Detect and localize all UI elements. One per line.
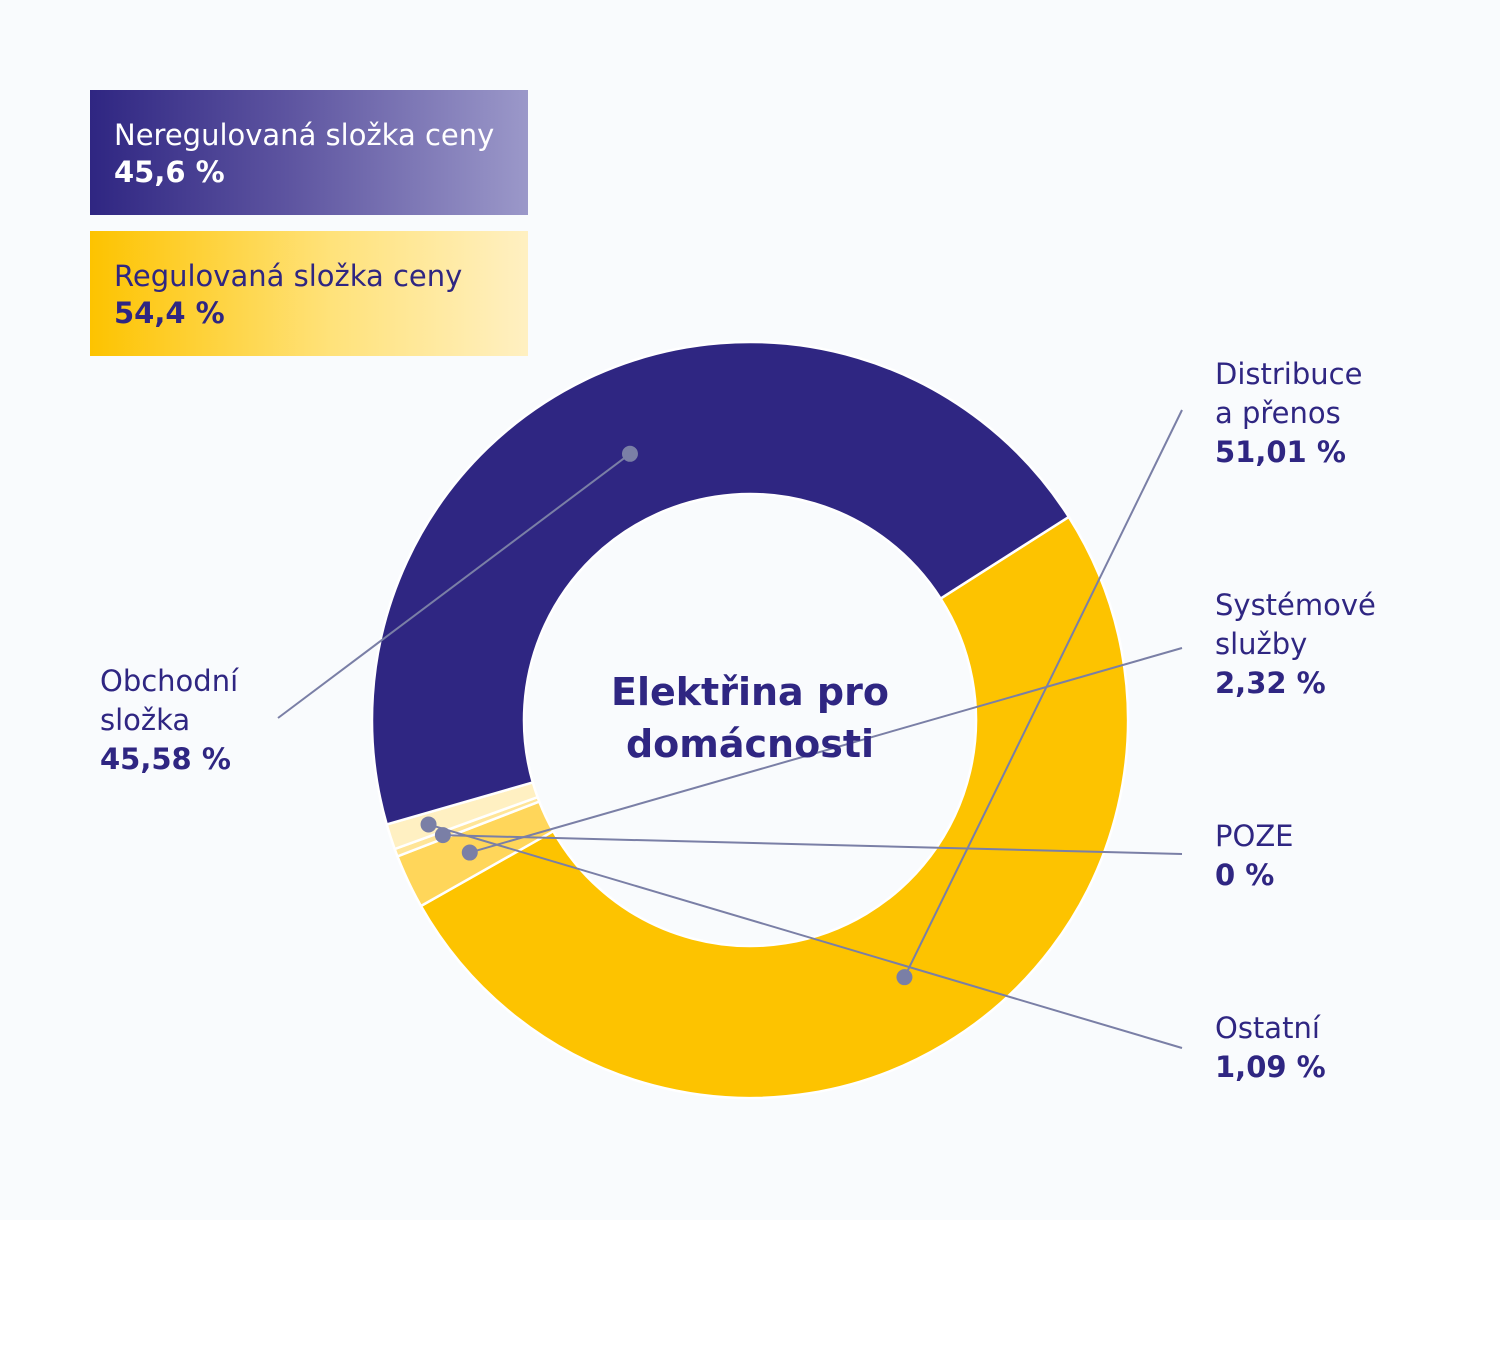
callout-obchodni-line2: složka: [100, 703, 191, 737]
leader-line-systemove: [469, 647, 1183, 854]
center-title: Elektřina pro domácnosti: [611, 670, 889, 766]
legend-regulated-label: Regulovaná složka ceny: [114, 259, 463, 293]
callout-obchodni-value: 45,58 %: [100, 742, 231, 776]
callout-poze: POZE 0 %: [1215, 817, 1294, 895]
callout-ostatni-value: 1,09 %: [1215, 1050, 1326, 1084]
leader-line-poze: [442, 834, 1183, 855]
leader-line-distribuce: [903, 409, 1183, 978]
leader-lines: [277, 409, 1183, 1049]
callout-distribuce-line1: Distribuce: [1215, 357, 1363, 391]
callout-systemove-value: 2,32 %: [1215, 666, 1326, 700]
callout-poze-value: 0 %: [1215, 858, 1275, 892]
callout-systemove: Systémové služby 2,32 %: [1215, 586, 1376, 703]
leader-dot-ostatni: [420, 816, 437, 833]
legend-unregulated-value: 45,6 %: [114, 155, 225, 189]
leader-line-obchodni: [277, 453, 631, 719]
leader-line-ostatni: [428, 823, 1183, 1049]
callout-poze-line1: POZE: [1215, 819, 1294, 853]
slice-obchodn-slo-ka: [370, 340, 1071, 827]
callout-ostatni-line1: Ostatní: [1215, 1011, 1320, 1045]
callout-distribuce-value: 51,01 %: [1215, 435, 1346, 469]
callout-ostatni: Ostatní 1,09 %: [1215, 1009, 1326, 1087]
legend-regulated-value: 54,4 %: [114, 296, 225, 330]
legend-regulated: Regulovaná složka ceny 54,4 %: [90, 231, 528, 356]
leader-dot-distribuce: [896, 969, 913, 986]
callout-systemove-line1: Systémové: [1215, 588, 1376, 622]
callout-distribuce-line2: a přenos: [1215, 396, 1341, 430]
callout-distribuce: Distribuce a přenos 51,01 %: [1215, 355, 1362, 472]
leader-dot-obchodni: [621, 445, 638, 462]
callout-obchodni: Obchodní složka 45,58 %: [100, 662, 238, 779]
leader-dot-systemove: [461, 844, 478, 861]
leader-dot-poze: [434, 827, 451, 844]
callout-obchodni-line1: Obchodní: [100, 664, 239, 698]
legend-unregulated: Neregulovaná složka ceny 45,6 %: [90, 90, 528, 215]
callout-systemove-line2: služby: [1215, 627, 1308, 661]
legend-unregulated-label: Neregulovaná složka ceny: [114, 118, 495, 152]
